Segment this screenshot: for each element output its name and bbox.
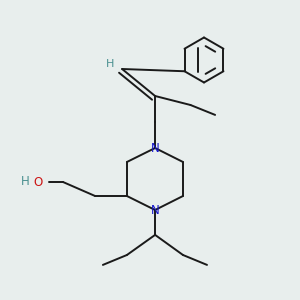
Text: N: N — [151, 203, 160, 217]
Text: H: H — [106, 58, 114, 69]
Text: H: H — [21, 175, 30, 188]
Text: O: O — [33, 176, 42, 189]
Text: N: N — [151, 142, 160, 154]
